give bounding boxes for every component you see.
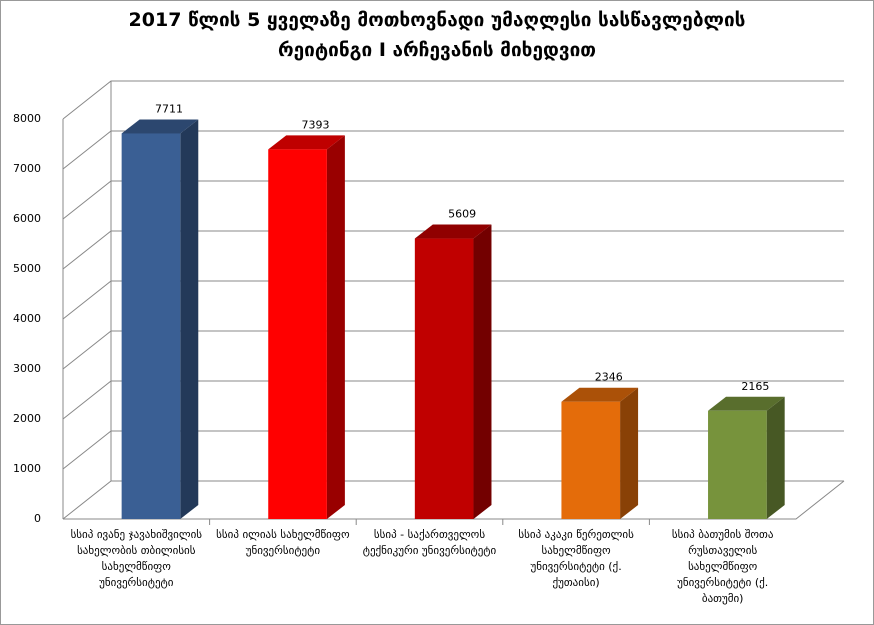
data-label: 2346 (595, 371, 623, 384)
data-label: 2165 (741, 380, 769, 393)
x-tick-label: სსიპ - საქართველოს ტექნიკური უნივერსიტეტ… (362, 528, 497, 557)
y-tick-label: 3000 (13, 362, 41, 375)
bar (561, 401, 621, 519)
x-tick-label: სსიპ ილიას სახელმწიფო უნივერსიტეტი (216, 528, 350, 557)
y-tick-label: 0 (34, 512, 41, 525)
grid-line (62, 80, 844, 120)
grid-line (62, 230, 844, 270)
bar-side (766, 396, 785, 519)
y-tick-label: 5000 (13, 262, 41, 275)
bar (268, 149, 327, 519)
data-label: 7393 (302, 118, 330, 131)
bar-top (268, 135, 345, 150)
grid-line (62, 380, 844, 420)
bar-top (414, 224, 492, 239)
data-label: 5609 (448, 208, 476, 221)
bar-top (121, 119, 199, 134)
x-tick-label: სსიპ ივანე ჯავახიშვილის სახელობის თბილის… (70, 528, 203, 589)
x-tick-label: სსიპ ბათუმის შოთა რუსთაველის სახელმწიფო … (671, 528, 774, 605)
title-line: 2017 წლის 5 ყველაზე მოთხოვნადი უმაღლესი … (128, 9, 746, 31)
x-tick-label: სსიპ აკაკი წერეთლის სახელმწიფო უნივერსიტ… (518, 528, 634, 589)
y-tick-label: 7000 (13, 162, 41, 175)
y-tick-label: 4000 (13, 312, 41, 325)
bar (708, 410, 767, 519)
grid-line (62, 280, 844, 320)
grid-line (62, 130, 844, 170)
y-tick-label: 8000 (13, 112, 41, 125)
bar (121, 133, 181, 519)
data-label: 7711 (155, 102, 183, 115)
bar-side (620, 387, 639, 519)
bar-side (326, 135, 345, 519)
bar-top (708, 396, 785, 411)
y-tick-label: 6000 (13, 212, 41, 225)
bar (414, 238, 474, 520)
bar-side (473, 224, 492, 520)
grid-line (62, 330, 844, 370)
y-tick-label: 2000 (13, 412, 41, 425)
bar-top (561, 387, 639, 402)
y-tick-label: 1000 (13, 462, 41, 475)
grid-line (62, 180, 844, 220)
title-line: რეიტინგი I არჩევანის მიხედვით (277, 39, 597, 61)
chart-title: 2017 წლის 5 ყველაზე მოთხოვნადი უმაღლესი … (1, 5, 873, 65)
bar-side (180, 119, 199, 519)
